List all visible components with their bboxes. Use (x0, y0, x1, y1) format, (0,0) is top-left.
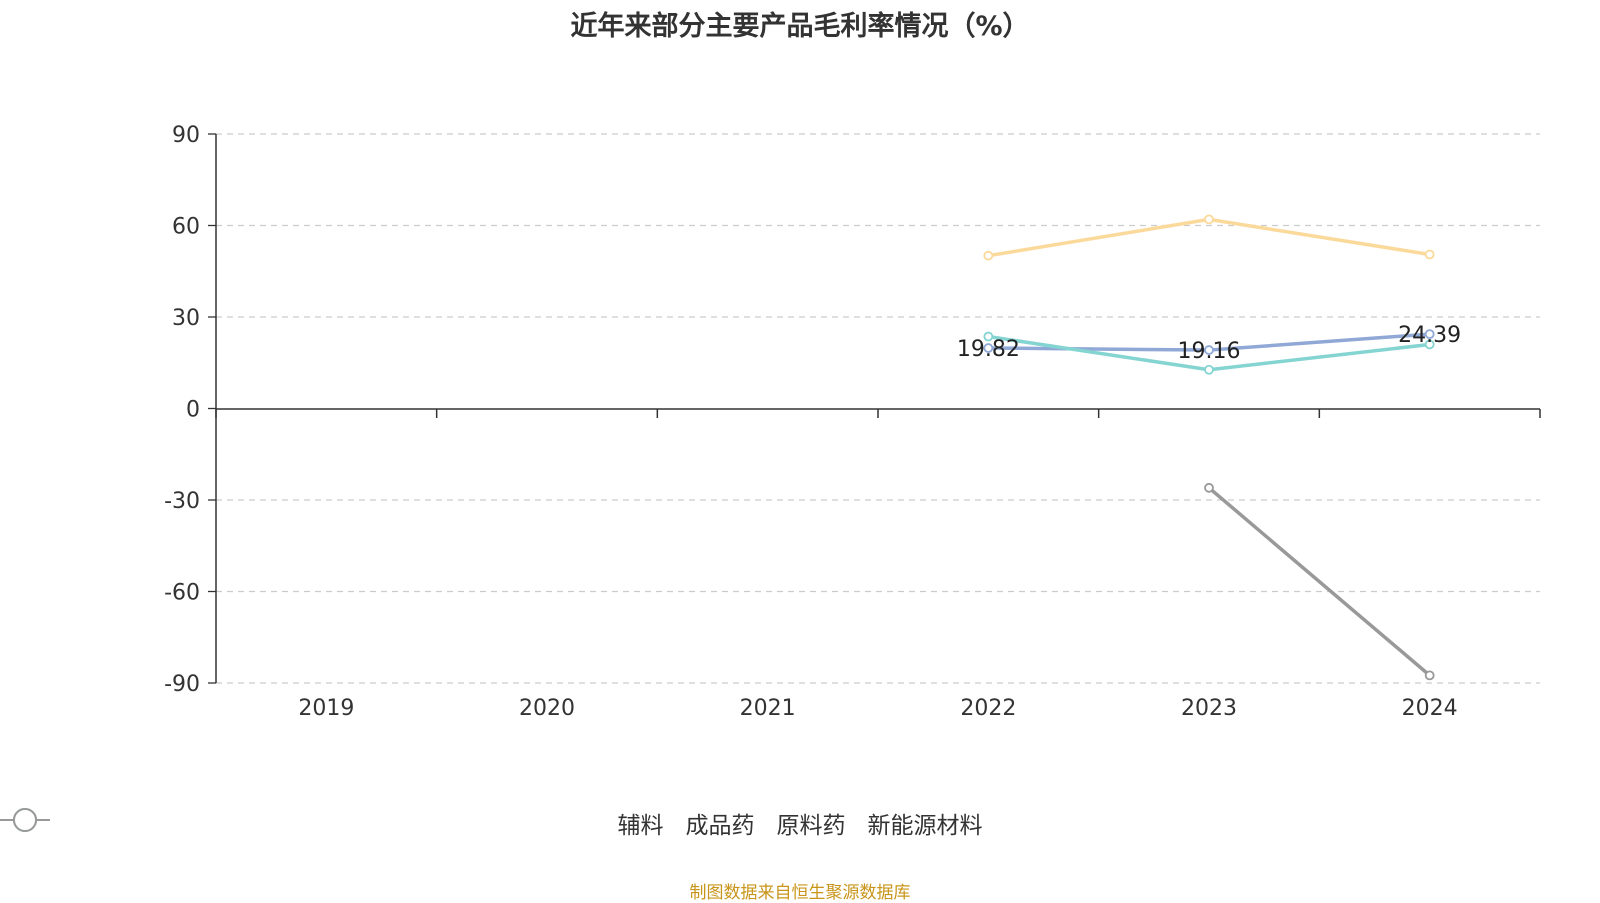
y-tick-label: -60 (164, 581, 200, 606)
y-tick-label: -90 (164, 672, 200, 697)
data-point (1424, 339, 1435, 350)
y-tick-label: 30 (172, 306, 200, 331)
legend-label: 原料药 (776, 813, 846, 839)
x-tick-label: 2021 (740, 696, 796, 721)
y-tick-label: -30 (164, 489, 200, 514)
x-tick-label: 2024 (1402, 696, 1458, 721)
legend-item-3[interactable]: 原料药 (0, 806, 846, 840)
y-tick-label: 0 (186, 398, 200, 423)
legend-label: 辅料 (617, 813, 664, 839)
x-tick-label: 2020 (519, 696, 575, 721)
source-note: 制图数据来自恒生聚源数据库 (689, 883, 911, 903)
x-tick-label: 2022 (960, 696, 1016, 721)
legend-marker-icon (0, 808, 50, 832)
data-point (1204, 345, 1214, 355)
data-point (1424, 670, 1435, 681)
legend-item-1[interactable]: 辅料 (0, 806, 664, 840)
legend-item-4[interactable]: 新能源材料 (0, 806, 983, 840)
data-label: 24.39 (1398, 323, 1461, 348)
data-point (1204, 214, 1214, 225)
data-point (983, 331, 994, 342)
data-label: 19.82 (957, 337, 1020, 362)
legend: 辅料 成品药 原料药 新能源材料 (0, 806, 1600, 840)
x-tick-label: 2023 (1181, 696, 1237, 721)
series-line-4 (1207, 486, 1431, 677)
x-tick-label: 2019 (298, 696, 354, 721)
legend-label: 成品药 (685, 813, 755, 839)
data-point (1424, 329, 1435, 340)
series-line-2 (988, 217, 1430, 258)
data-point (983, 343, 994, 353)
y-tick-label: 90 (172, 123, 200, 148)
data-label: 19.16 (1178, 339, 1241, 364)
y-tick-label: 60 (172, 215, 200, 240)
chart-title: 近年来部分主要产品毛利率情况（%） (570, 11, 1030, 42)
data-point (1204, 364, 1214, 375)
data-point (983, 250, 994, 261)
data-point (1424, 249, 1435, 260)
legend-item-2[interactable]: 成品药 (0, 806, 755, 840)
legend-label: 新能源材料 (867, 813, 983, 839)
data-point (1204, 482, 1214, 493)
line-chart: 90 60 30 0 -30 -60 -90 2019 2020 2021 2022 2023 2024… (164, 123, 1541, 721)
